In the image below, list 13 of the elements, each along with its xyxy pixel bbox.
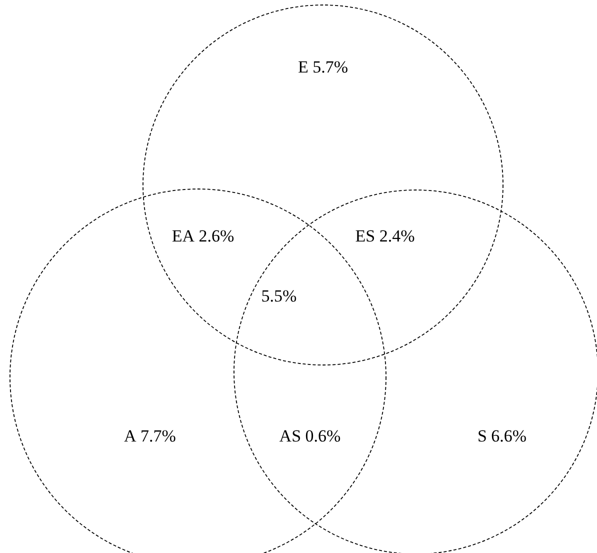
category-label: S <box>477 426 487 446</box>
category-label: ES <box>355 226 376 246</box>
data-label: 6.6% <box>491 426 527 446</box>
category-label: E <box>298 57 308 76</box>
data-label: 2.6% <box>198 226 234 246</box>
category-label: EA <box>172 226 196 246</box>
category-label: A <box>124 426 138 446</box>
data-label: 7.7% <box>140 426 176 446</box>
data-label: 0.6% <box>305 426 341 446</box>
data-label: 5.5% <box>261 286 297 306</box>
data-label: 2.4% <box>379 226 415 246</box>
category-label: AS <box>279 426 302 446</box>
data-label: 5.7% <box>312 57 348 76</box>
